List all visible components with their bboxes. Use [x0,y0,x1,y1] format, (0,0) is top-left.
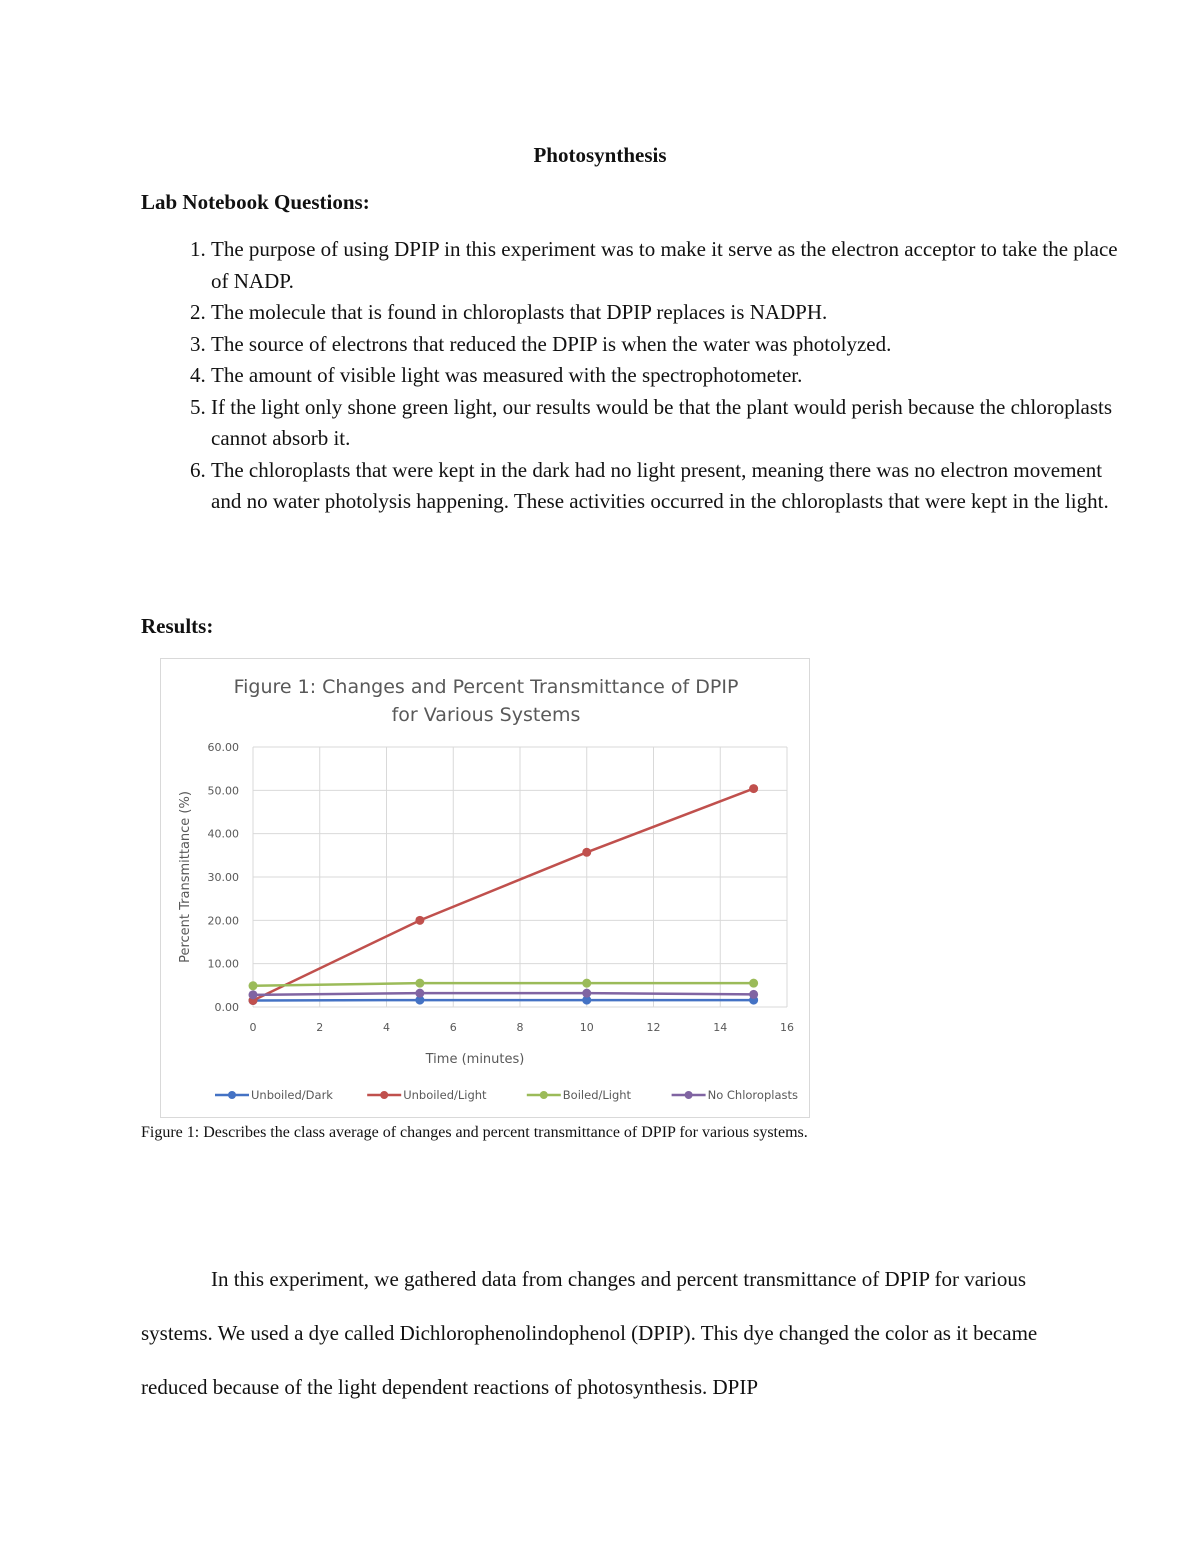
legend-marker [539,1091,548,1099]
questions-heading: Lab Notebook Questions: [141,190,370,214]
legend-marker [684,1091,693,1099]
data-point [248,990,258,1000]
questions-list: The purpose of using DPIP in this experi… [141,234,1121,518]
series-line [252,991,754,997]
y-axis-label: Percent Transmittance (%) [178,791,193,963]
legend-label: Unboiled/Light [403,1088,487,1102]
x-tick-label: 10 [580,1021,594,1034]
legend-marker [380,1091,389,1099]
y-tick-label: 10.00 [208,958,240,971]
series-line [252,787,755,1002]
question-item: If the light only shone green light, our… [211,392,1121,455]
x-tick-label: 4 [383,1021,390,1034]
y-tick-label: 60.00 [208,741,240,754]
y-tick-label: 50.00 [208,784,240,797]
data-point [415,988,425,998]
question-item: The source of electrons that reduced the… [211,329,1121,361]
y-tick-label: 20.00 [208,914,240,927]
x-tick-label: 8 [517,1021,524,1034]
x-tick-label: 6 [450,1021,457,1034]
data-point [248,981,258,991]
question-item: The purpose of using DPIP in this experi… [211,234,1121,297]
y-tick-label: 40.00 [208,828,240,841]
figure-caption: Figure 1: Describes the class average of… [141,1124,808,1141]
question-item: The molecule that is found in chloroplas… [211,297,1121,329]
chart: Figure 1: Changes and Percent Transmitta… [160,658,810,1118]
x-tick-label: 0 [250,1021,257,1034]
legend-marker [228,1091,236,1099]
x-axis-label: Time (minutes) [425,1052,525,1067]
page-title: Photosynthesis [533,143,667,167]
chart-title: Figure 1: Changes and Percent Transmitta… [234,676,739,698]
x-tick-label: 14 [713,1021,727,1034]
legend-label: Boiled/Light [563,1088,632,1102]
data-point [415,978,425,988]
x-tick-label: 2 [316,1021,323,1034]
line-chart: Figure 1: Changes and Percent Transmitta… [178,676,798,1102]
data-point [415,915,425,925]
data-point [582,978,592,988]
data-point [582,847,592,857]
data-point [415,995,425,1005]
data-point [582,995,592,1005]
question-item: The amount of visible light was measured… [211,360,1121,392]
y-tick-label: 30.00 [208,871,240,884]
chart-title: for Various Systems [392,704,581,726]
x-tick-label: 12 [647,1021,661,1034]
data-point [749,784,759,794]
question-item: The chloroplasts that were kept in the d… [211,455,1121,518]
data-point [749,989,759,999]
x-tick-label: 16 [780,1021,794,1034]
body-paragraph: In this experiment, we gathered data fro… [141,1267,1038,1399]
legend-label: No Chloroplasts [708,1088,798,1102]
series-line [252,981,754,988]
legend-label: Unboiled/Dark [251,1088,333,1102]
y-tick-label: 0.00 [215,1001,240,1014]
results-heading: Results: [141,614,214,638]
data-point [582,988,592,998]
data-point [749,978,759,988]
